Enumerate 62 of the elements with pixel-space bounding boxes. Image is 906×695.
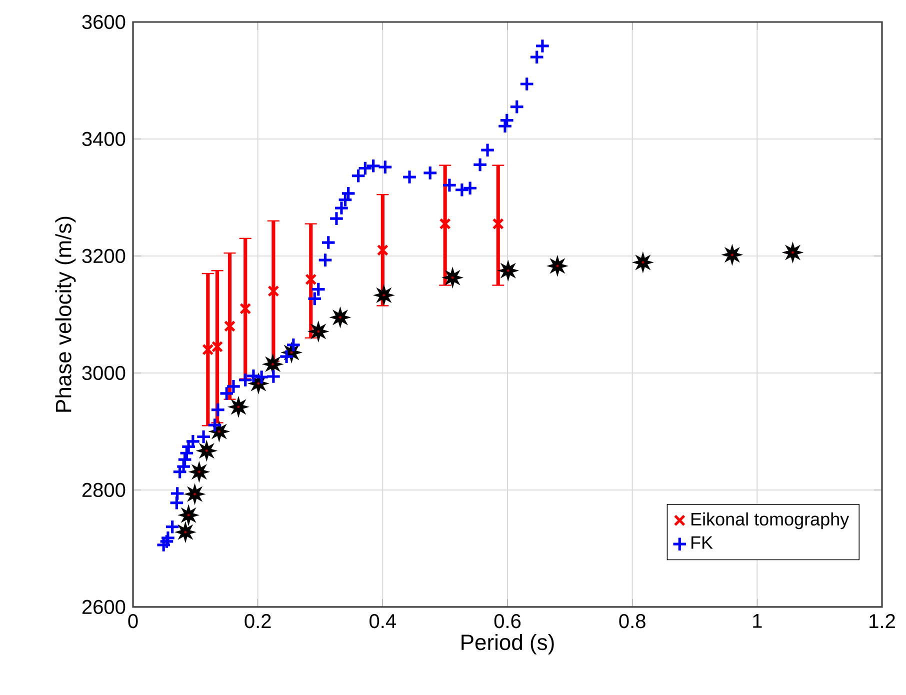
point xyxy=(357,160,373,176)
point xyxy=(156,537,172,553)
point xyxy=(534,38,550,54)
point xyxy=(509,99,525,115)
point xyxy=(278,348,294,364)
point xyxy=(492,218,504,230)
point xyxy=(454,182,470,198)
point xyxy=(286,337,302,353)
point xyxy=(266,368,282,384)
point xyxy=(159,534,174,550)
y-tick-label: 3600 xyxy=(82,14,126,30)
point xyxy=(439,218,451,230)
x-tick-label: 1.2 xyxy=(870,614,895,628)
point xyxy=(350,168,366,184)
y-tick-label: 3200 xyxy=(82,248,126,264)
x-axis-title: Period (s) xyxy=(462,634,554,654)
point xyxy=(519,76,535,92)
x-tick-label: 1 xyxy=(753,614,762,628)
point xyxy=(366,158,382,174)
point xyxy=(246,368,262,384)
point xyxy=(268,285,280,297)
point xyxy=(196,429,212,444)
y-axis-title: Phase velocity (m/s) xyxy=(55,216,76,412)
point xyxy=(334,200,350,216)
y-tick-label: 2600 xyxy=(82,600,126,614)
point xyxy=(226,378,242,394)
point xyxy=(529,49,545,65)
point xyxy=(254,369,270,385)
point xyxy=(462,180,478,196)
y-tick-label: 3400 xyxy=(82,132,126,146)
point xyxy=(224,320,236,332)
point xyxy=(306,290,322,306)
point xyxy=(210,402,226,418)
point xyxy=(328,210,344,226)
x-tick-label: 0 xyxy=(128,614,138,628)
y-tick-label: 3000 xyxy=(82,366,126,380)
point xyxy=(472,157,488,172)
x-tick-label: 0.4 xyxy=(370,614,396,628)
point xyxy=(218,386,234,402)
point xyxy=(402,169,418,185)
point xyxy=(377,159,393,175)
point xyxy=(207,417,222,433)
point xyxy=(168,495,184,511)
x-tick-label: 0.8 xyxy=(619,614,646,628)
point xyxy=(240,302,252,314)
point xyxy=(480,142,496,158)
x-tick-label: 0.6 xyxy=(494,614,521,628)
point xyxy=(305,274,317,286)
legend-label: FK xyxy=(692,536,713,549)
point xyxy=(164,519,180,535)
point xyxy=(318,252,333,268)
y-tick-label: 2800 xyxy=(82,482,126,498)
point xyxy=(310,282,326,298)
point xyxy=(422,165,438,181)
legend-label: Eikonal tomography xyxy=(692,512,850,530)
point xyxy=(160,530,176,546)
point xyxy=(170,486,186,502)
point xyxy=(238,372,254,388)
point xyxy=(442,178,458,193)
x-tick-label: 0.2 xyxy=(244,614,271,628)
point xyxy=(320,234,336,250)
point xyxy=(376,244,388,256)
